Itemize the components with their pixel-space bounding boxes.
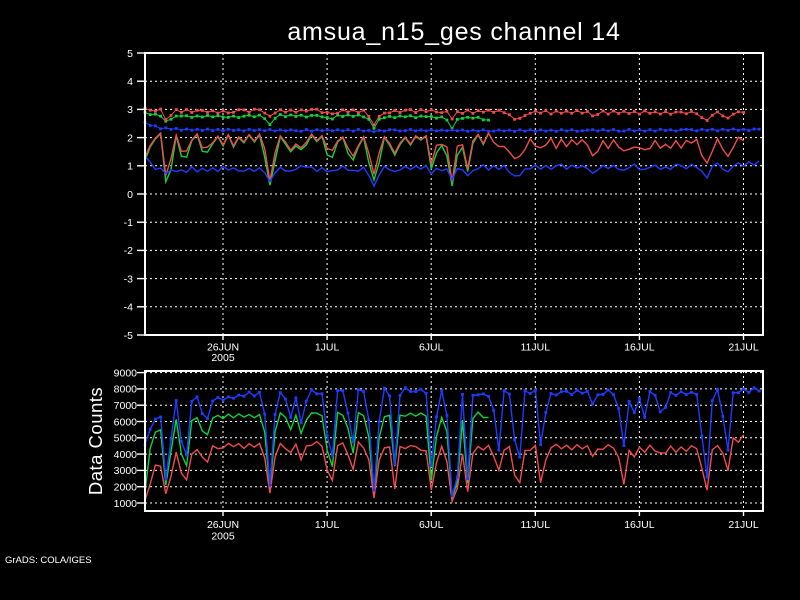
svg-text:21JUL: 21JUL (728, 519, 759, 531)
svg-text:1JUL: 1JUL (315, 342, 340, 354)
svg-text:26JUN: 26JUN (207, 519, 239, 531)
svg-text:5: 5 (127, 48, 133, 60)
svg-text:6JUL: 6JUL (419, 342, 444, 354)
svg-text:9000: 9000 (114, 367, 138, 379)
svg-text:26JUN: 26JUN (207, 342, 239, 354)
svg-text:11JUL: 11JUL (521, 342, 551, 354)
svg-text:3: 3 (127, 104, 133, 116)
svg-text:-4: -4 (124, 302, 133, 314)
svg-text:-2: -2 (124, 245, 133, 257)
svg-text:2000: 2000 (114, 482, 138, 494)
svg-text:1: 1 (127, 161, 133, 173)
svg-text:amsua_n15_ges channel 14: amsua_n15_ges channel 14 (287, 18, 620, 46)
svg-text:4: 4 (127, 76, 133, 88)
svg-text:3000: 3000 (114, 465, 138, 477)
svg-text:2005: 2005 (211, 352, 235, 364)
svg-text:7000: 7000 (114, 400, 138, 412)
svg-text:-3: -3 (124, 273, 133, 285)
svg-text:21JUL: 21JUL (728, 342, 759, 354)
svg-text:16JUL: 16JUL (624, 519, 655, 531)
svg-text:4000: 4000 (114, 449, 138, 461)
svg-text:-5: -5 (124, 330, 133, 342)
svg-text:1JUL: 1JUL (315, 519, 340, 531)
svg-text:2005: 2005 (211, 531, 235, 543)
svg-text:GrADS: COLA/IGES: GrADS: COLA/IGES (5, 555, 92, 566)
svg-text:11JUL: 11JUL (521, 519, 551, 531)
svg-text:5000: 5000 (114, 433, 138, 445)
svg-text:16JUL: 16JUL (624, 342, 655, 354)
svg-text:1000: 1000 (114, 498, 138, 510)
svg-text:6JUL: 6JUL (419, 519, 444, 531)
svg-text:8000: 8000 (114, 384, 138, 396)
svg-text:2: 2 (127, 132, 133, 144)
svg-text:-1: -1 (124, 217, 133, 229)
svg-text:6000: 6000 (114, 416, 138, 428)
svg-text:Data Counts: Data Counts (85, 387, 106, 495)
svg-text:0: 0 (127, 189, 133, 201)
